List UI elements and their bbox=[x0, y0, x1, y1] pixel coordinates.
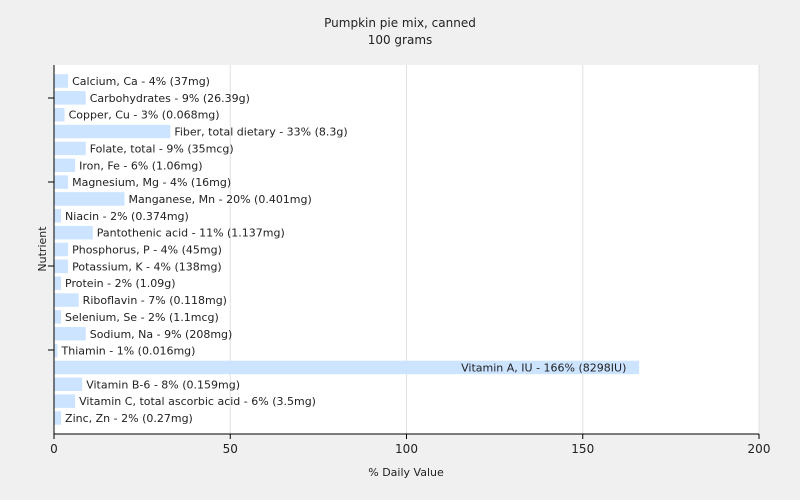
bar bbox=[54, 394, 76, 408]
bar bbox=[54, 225, 93, 240]
y-axis-label: Nutrient bbox=[36, 226, 49, 272]
bar-label: Magnesium, Mg - 4% (16mg) bbox=[72, 176, 231, 189]
bar-label: Protein - 2% (1.09g) bbox=[65, 277, 176, 290]
bar bbox=[54, 91, 86, 105]
x-axis-label: % Daily Value bbox=[368, 466, 444, 479]
bar bbox=[54, 360, 640, 375]
bar bbox=[54, 158, 76, 172]
bar bbox=[54, 107, 65, 122]
bar-label: Niacin - 2% (0.374mg) bbox=[65, 210, 189, 223]
bar bbox=[54, 124, 171, 139]
bar-label: Vitamin A, IU - 166% (8298IU) bbox=[461, 361, 626, 374]
bars-group bbox=[54, 74, 640, 425]
bar bbox=[54, 242, 69, 257]
bar bbox=[54, 293, 79, 307]
bar-label: Calcium, Ca - 4% (37mg) bbox=[72, 75, 210, 88]
bar bbox=[54, 259, 69, 274]
bar bbox=[54, 276, 62, 290]
bar-label: Vitamin C, total ascorbic acid - 6% (3.5… bbox=[79, 395, 316, 408]
x-tick-label: 100 bbox=[395, 442, 418, 456]
x-tick-label: 0 bbox=[50, 442, 58, 456]
bar bbox=[54, 377, 83, 392]
bar-label: Fiber, total dietary - 33% (8.3g) bbox=[174, 126, 347, 139]
chart-subtitle: 100 grams bbox=[368, 33, 433, 47]
bar-label: Phosphorus, P - 4% (45mg) bbox=[72, 244, 222, 257]
bar bbox=[54, 175, 69, 189]
bar bbox=[54, 310, 62, 324]
bar-label: Folate, total - 9% (35mcg) bbox=[90, 142, 234, 155]
x-tick-label: 200 bbox=[748, 442, 771, 456]
bar bbox=[54, 192, 125, 206]
bar bbox=[54, 141, 86, 156]
bar-label: Riboflavin - 7% (0.118mg) bbox=[83, 294, 227, 307]
bar-label: Pantothenic acid - 11% (1.137mg) bbox=[97, 227, 285, 240]
x-tick-label: 150 bbox=[571, 442, 594, 456]
bar bbox=[54, 74, 69, 88]
bar-label: Vitamin B-6 - 8% (0.159mg) bbox=[86, 378, 240, 391]
bar-label: Iron, Fe - 6% (1.06mg) bbox=[79, 159, 202, 172]
bar bbox=[54, 411, 62, 425]
bar-label: Thiamin - 1% (0.016mg) bbox=[61, 345, 196, 358]
chart-title: Pumpkin pie mix, canned bbox=[324, 16, 476, 30]
bar-label: Manganese, Mn - 20% (0.401mg) bbox=[129, 193, 312, 206]
bar-label: Selenium, Se - 2% (1.1mcg) bbox=[65, 311, 219, 324]
x-tick-label: 50 bbox=[223, 442, 238, 456]
bar-labels: Calcium, Ca - 4% (37mg) Carbohydrates - 9… bbox=[61, 75, 627, 425]
bar bbox=[54, 343, 58, 358]
bar bbox=[54, 327, 86, 341]
bar bbox=[54, 209, 62, 223]
bar-label: Copper, Cu - 3% (0.068mg) bbox=[69, 109, 220, 122]
bar-label: Sodium, Na - 9% (208mg) bbox=[90, 328, 233, 341]
x-axis-ticks: 0 50 100 150 200 bbox=[50, 434, 770, 456]
bar-label: Carbohydrates - 9% (26.39g) bbox=[90, 92, 250, 105]
bar-label: Zinc, Zn - 2% (0.27mg) bbox=[65, 412, 193, 425]
bar-label: Potassium, K - 4% (138mg) bbox=[72, 260, 222, 273]
